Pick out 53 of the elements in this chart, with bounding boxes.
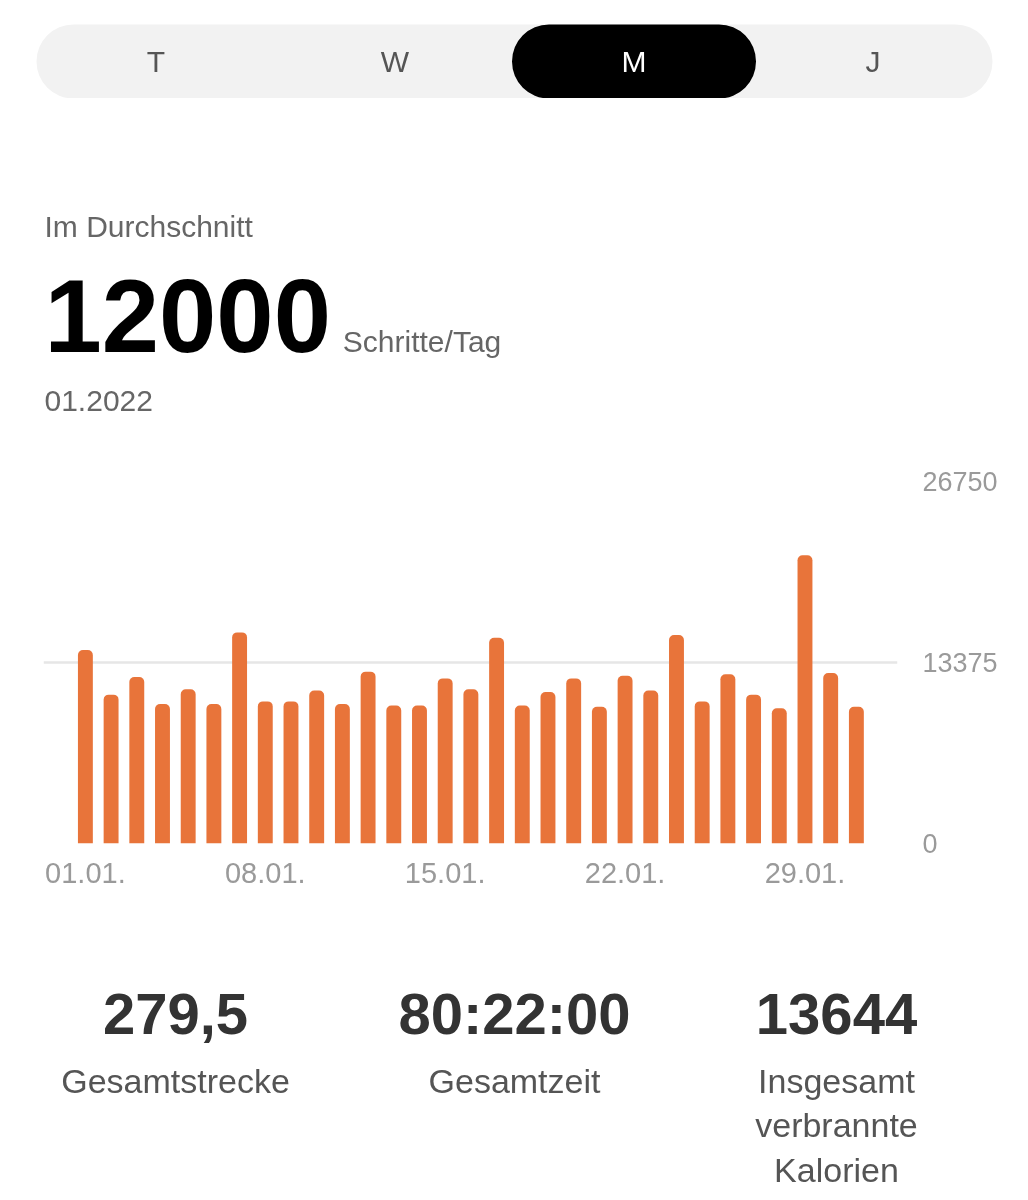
bar <box>823 672 839 844</box>
bar <box>283 701 299 844</box>
bar <box>771 708 787 844</box>
x-tick-label: 22.01. <box>584 856 666 889</box>
bar <box>540 691 556 844</box>
text: M <box>621 45 647 78</box>
bar <box>232 632 248 844</box>
bar <box>155 704 170 844</box>
text: 13644 <box>755 980 918 1046</box>
y-tick-label: 26750 <box>922 467 998 497</box>
bar <box>591 706 607 844</box>
x-tick-label: 01.01. <box>45 856 126 889</box>
bar <box>360 671 376 844</box>
bar <box>180 689 196 844</box>
bar <box>514 705 530 844</box>
bar <box>334 704 350 844</box>
bar <box>720 674 736 844</box>
bar <box>489 637 505 844</box>
bar <box>669 635 684 844</box>
bar <box>77 649 93 844</box>
bar <box>617 675 633 844</box>
text: Gesamtzeit <box>428 1061 602 1100</box>
bar <box>848 706 864 844</box>
bar <box>643 690 659 844</box>
x-tick-label: 08.01. <box>224 856 306 889</box>
y-tick-label: 13375 <box>922 648 998 678</box>
bar <box>437 678 453 844</box>
bar <box>566 678 582 844</box>
bar <box>463 689 479 844</box>
chart-title: Im Durchschnitt <box>44 210 254 243</box>
x-tick-label: 15.01. <box>404 856 486 889</box>
text: W <box>380 45 410 78</box>
bar <box>386 705 402 844</box>
bar <box>309 690 325 844</box>
bar <box>412 705 427 844</box>
bar <box>746 694 762 844</box>
text: 12000 <box>44 258 331 374</box>
bar <box>206 704 222 844</box>
text: Gesamtstrecke <box>61 1061 290 1100</box>
x-tick-label: 29.01. <box>764 856 846 889</box>
bar <box>694 701 710 844</box>
y-tick-label: 0 <box>922 829 938 859</box>
text: T <box>146 45 166 78</box>
bar <box>257 701 273 844</box>
text: J <box>865 45 881 78</box>
text: 279,5 <box>102 980 249 1046</box>
bar <box>797 555 813 844</box>
chart-subtitle: 01.2022 <box>44 383 153 417</box>
bar <box>103 694 119 844</box>
text: 80:22:00 <box>398 981 631 1046</box>
bar <box>129 677 145 844</box>
text: Insgesamt verbrannte Kalorien <box>755 1061 918 1190</box>
text: Schritte/Tag <box>342 325 502 358</box>
